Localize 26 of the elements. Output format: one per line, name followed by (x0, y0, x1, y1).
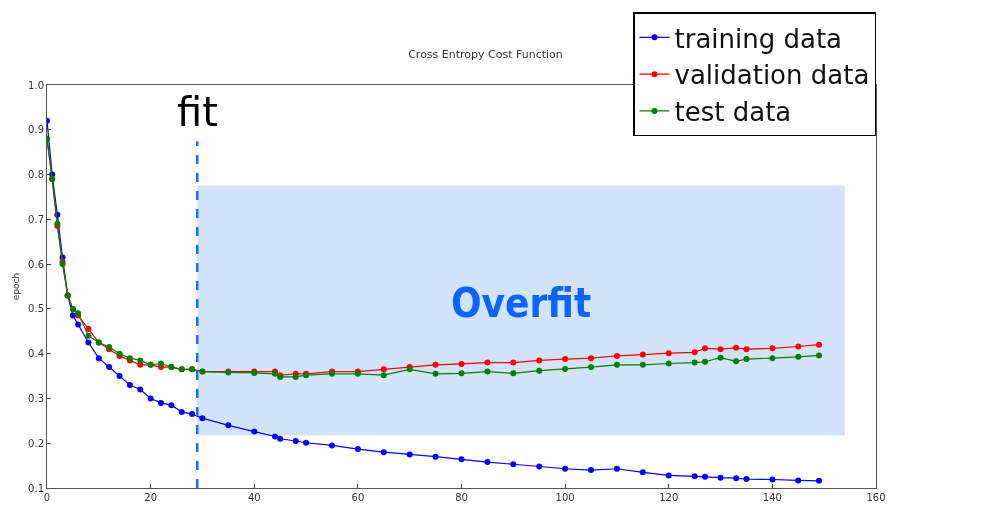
y-tick-label: 0.7 (28, 213, 44, 225)
y-tick-label: 0.1 (28, 482, 44, 494)
y-tick-label: 0.6 (28, 258, 44, 270)
x-tick-label: 100 (555, 492, 575, 503)
chart-title: Cross Entropy Cost Function (408, 48, 563, 62)
x-tick-label: 160 (866, 492, 886, 503)
x-tick-label: 20 (144, 492, 157, 503)
legend-label: validation data (674, 60, 870, 91)
x-tick-label: 80 (455, 492, 468, 503)
x-tick-label: 140 (762, 492, 782, 503)
y-tick-label: 1.0 (28, 79, 44, 91)
y-tick-label: 0.8 (28, 169, 44, 181)
y-tick-label: 0.3 (28, 392, 44, 404)
x-tick-label: 40 (247, 492, 261, 503)
band-label: Overfit (451, 280, 592, 326)
y-tick-label: 0.5 (28, 303, 44, 315)
x-tick-label: 120 (659, 492, 679, 503)
y-tick-label: 0.9 (28, 124, 44, 136)
y-tick-label: 0.2 (28, 437, 44, 449)
legend-label: test data (674, 97, 792, 128)
x-tick-label: 60 (351, 492, 365, 503)
y-axis-title: epoch (11, 272, 22, 301)
ref-line-label: fit (177, 89, 218, 135)
x-tick-label: 0 (43, 492, 51, 503)
legend-label: training data (674, 23, 843, 54)
y-tick-label: 0.4 (28, 348, 44, 360)
